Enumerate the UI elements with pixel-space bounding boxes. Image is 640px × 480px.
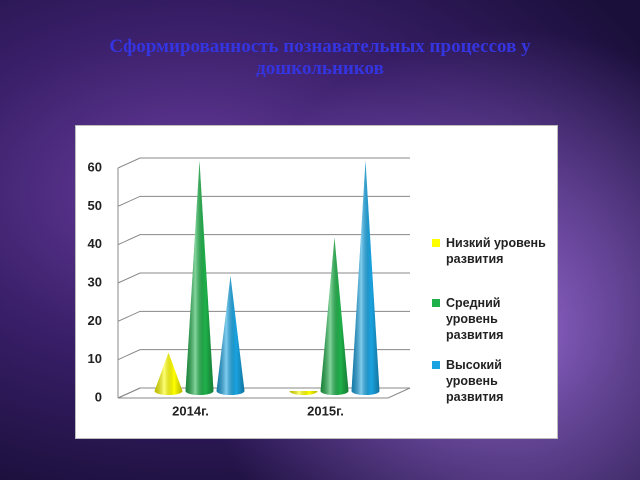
legend-item: Средний уровень развития [432, 295, 550, 343]
legend-swatch [432, 299, 440, 307]
grid-line [117, 310, 410, 322]
cone-shading [216, 276, 245, 395]
cone-shading [185, 161, 214, 395]
y-tick-label: 40 [88, 236, 102, 251]
y-tick-label: 30 [88, 274, 102, 289]
y-tick-label: 0 [95, 389, 102, 404]
x-tick-label: 2015г. [307, 403, 344, 418]
legend-swatch [432, 239, 440, 247]
grid-line [117, 157, 410, 169]
legend-item: Низкий уровень развития [432, 235, 550, 267]
cone-shading [289, 391, 318, 395]
cone-shading [154, 352, 183, 395]
cone-shading [320, 237, 349, 395]
legend-item: Высокий уровень развития [432, 357, 550, 405]
grid-line [117, 349, 410, 361]
legend-label: Низкий уровень развития [446, 236, 546, 266]
legend-swatch [432, 361, 440, 369]
y-tick-label: 20 [88, 313, 102, 328]
cone-shading [351, 161, 380, 395]
x-tick-label: 2014г. [172, 403, 209, 418]
grid-line [117, 272, 410, 284]
y-tick-label: 10 [88, 351, 102, 366]
grid-line [117, 387, 410, 399]
grid-line [117, 195, 410, 207]
y-tick-label: 60 [88, 159, 102, 174]
grid-line [117, 234, 410, 246]
chart-area [75, 125, 558, 439]
y-tick-label: 50 [88, 198, 102, 213]
legend-label: Средний уровень развития [446, 296, 504, 342]
legend-label: Высокий уровень развития [446, 358, 504, 404]
chart-title: Сформированность познавательных процессо… [109, 36, 531, 79]
